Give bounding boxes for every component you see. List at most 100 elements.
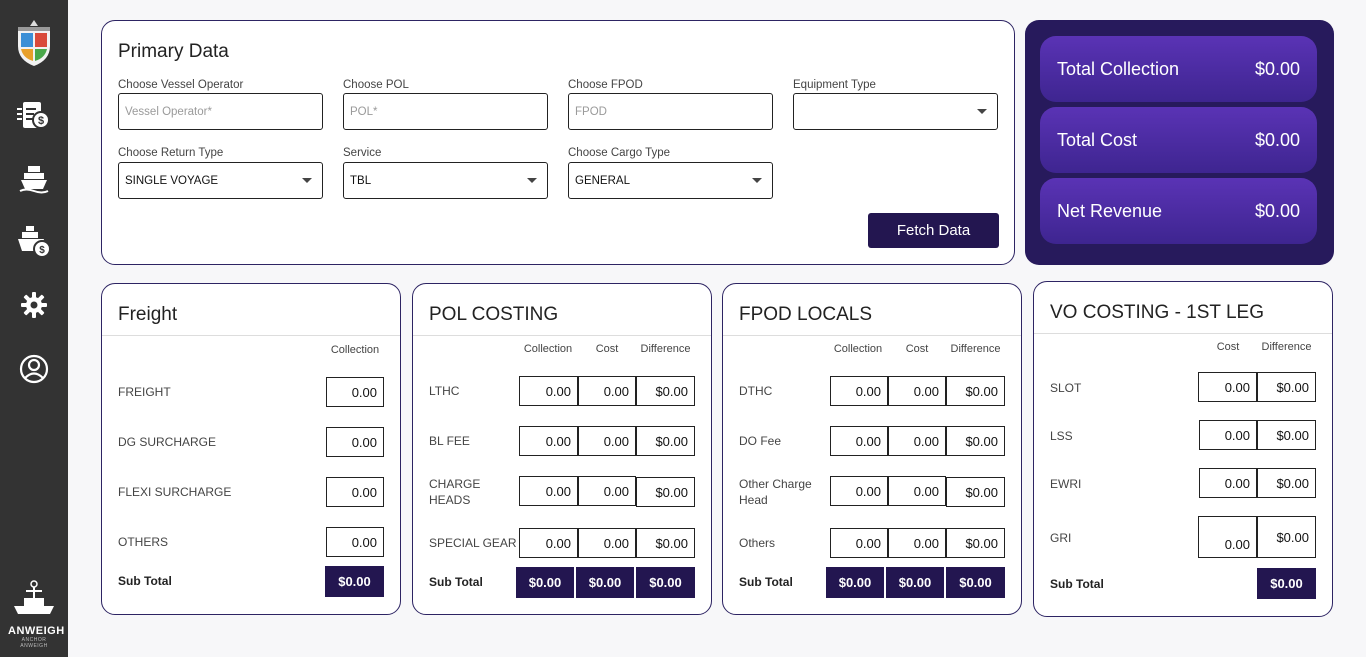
special-gear-difference: $0.00 xyxy=(636,528,695,558)
others-cost-input[interactable]: 0.00 xyxy=(888,528,946,558)
fpod-subtotal-difference: $0.00 xyxy=(946,567,1005,598)
bl-fee-difference: $0.00 xyxy=(636,426,695,456)
row-label-lthc: LTHC xyxy=(429,384,460,398)
fpod-locals-panel: FPOD LOCALS Collection Cost Difference D… xyxy=(722,283,1022,615)
service-value: TBL xyxy=(350,174,372,187)
do-fee-collection-input[interactable]: 0.00 xyxy=(830,426,888,456)
brand-tagline: ANCHOR ANWEIGH xyxy=(20,637,48,649)
row-label-flexi-surcharge: FLEXI SURCHARGE xyxy=(118,485,232,499)
charge-heads-collection-input[interactable]: 0.00 xyxy=(519,476,578,506)
col-header-collection: Collection xyxy=(523,343,573,355)
row-label-charge-heads: CHARGE HEADS xyxy=(429,476,480,508)
dthc-difference: $0.00 xyxy=(946,376,1005,406)
others-collection-input[interactable]: 0.00 xyxy=(326,527,384,557)
chevron-down-icon xyxy=(302,178,312,183)
svg-text:$: $ xyxy=(38,115,44,127)
do-fee-cost-input[interactable]: 0.00 xyxy=(888,426,946,456)
cargo-type-label: Choose Cargo Type xyxy=(568,147,671,159)
ship-icon[interactable] xyxy=(16,160,52,196)
subtotal-label: Sub Total xyxy=(1050,577,1104,591)
lss-cost-input[interactable]: 0.00 xyxy=(1199,420,1257,450)
row-label-other-charge-head: Other Charge Head xyxy=(739,476,812,508)
freight-title: Freight xyxy=(118,304,178,325)
chevron-down-icon xyxy=(752,178,762,183)
row-label-others: OTHERS xyxy=(118,535,169,549)
primary-data-card: Primary Data Choose Vessel Operator Vess… xyxy=(101,20,1015,265)
other-charge-head-collection-input[interactable]: 0.00 xyxy=(830,476,888,506)
sidebar: $ $ xyxy=(0,0,68,657)
label-line: Other Charge xyxy=(739,477,812,491)
fpod-label: Choose FPOD xyxy=(568,79,643,91)
divider xyxy=(1034,333,1332,334)
equipment-type-select[interactable] xyxy=(793,93,998,130)
pol-input[interactable]: POL* xyxy=(343,93,548,130)
dthc-cost-input[interactable]: 0.00 xyxy=(888,376,946,406)
total-cost-label: Total Cost xyxy=(1057,129,1138,150)
net-revenue-label: Net Revenue xyxy=(1057,200,1163,221)
return-type-label: Choose Return Type xyxy=(118,147,224,159)
bl-fee-cost-input[interactable]: 0.00 xyxy=(578,426,636,456)
lss-difference: $0.00 xyxy=(1257,420,1316,450)
lthc-collection-input[interactable]: 0.00 xyxy=(519,376,578,406)
vo-subtotal-difference: $0.00 xyxy=(1257,568,1316,599)
pol-label: Choose POL xyxy=(343,79,409,91)
brand-name: ANWEIGH xyxy=(8,625,65,637)
service-label: Service xyxy=(343,147,382,159)
bl-fee-collection-input[interactable]: 0.00 xyxy=(519,426,578,456)
special-gear-cost-input[interactable]: 0.00 xyxy=(578,528,636,558)
vessel-operator-input[interactable]: Vessel Operator* xyxy=(118,93,323,130)
primary-data-title: Primary Data xyxy=(118,41,229,62)
dg-surcharge-collection-input[interactable]: 0.00 xyxy=(326,427,384,457)
vo-costing-title: VO COSTING - 1ST LEG xyxy=(1050,302,1264,323)
row-label-others: Others xyxy=(739,536,776,550)
col-header-difference: Difference xyxy=(640,343,691,355)
row-label-dg-surcharge: DG SURCHARGE xyxy=(118,435,217,449)
divider xyxy=(413,335,711,336)
invoice-dollar-icon[interactable]: $ xyxy=(16,98,52,134)
slot-cost-input[interactable]: 0.00 xyxy=(1198,372,1257,402)
total-collection-box: Total Collection $0.00 xyxy=(1040,36,1317,102)
subtotal-label: Sub Total xyxy=(739,575,793,589)
flexi-surcharge-collection-input[interactable]: 0.00 xyxy=(326,477,384,507)
other-charge-head-cost-input[interactable]: 0.00 xyxy=(888,476,946,506)
fetch-data-button[interactable]: Fetch Data xyxy=(868,213,999,248)
gear-icon[interactable] xyxy=(16,287,52,323)
fpod-subtotal-collection: $0.00 xyxy=(826,567,884,598)
do-fee-difference: $0.00 xyxy=(946,426,1005,456)
pol-costing-panel: POL COSTING Collection Cost Difference L… xyxy=(412,283,712,615)
charge-heads-cost-input[interactable]: 0.00 xyxy=(578,476,636,506)
freight-panel: Freight Collection FREIGHT 0.00 DG SURCH… xyxy=(101,283,401,615)
user-circle-icon[interactable] xyxy=(16,351,52,387)
row-label-gri: GRI xyxy=(1050,531,1072,545)
subtotal-label: Sub Total xyxy=(118,574,172,588)
service-select[interactable]: TBL xyxy=(343,162,548,199)
cargo-type-select[interactable]: GENERAL xyxy=(568,162,773,199)
gri-cost-input[interactable]: 0.00 xyxy=(1198,516,1257,558)
row-label-lss: LSS xyxy=(1050,429,1073,443)
anchor-ship-icon xyxy=(14,580,54,614)
col-header-cost: Cost xyxy=(595,343,619,355)
fpod-input[interactable]: FPOD xyxy=(568,93,773,130)
row-label-slot: SLOT xyxy=(1050,381,1082,395)
special-gear-collection-input[interactable]: 0.00 xyxy=(519,528,578,558)
row-label-do-fee: DO Fee xyxy=(739,434,782,448)
cargo-ship-dollar-icon[interactable]: $ xyxy=(16,223,52,259)
pol-subtotal-difference: $0.00 xyxy=(636,567,695,598)
row-label-dthc: DTHC xyxy=(739,384,773,398)
cargo-type-value: GENERAL xyxy=(575,174,630,187)
net-revenue-box: Net Revenue $0.00 xyxy=(1040,178,1317,244)
label-line: Head xyxy=(739,493,768,507)
total-collection-label: Total Collection xyxy=(1057,58,1180,79)
ewri-cost-input[interactable]: 0.00 xyxy=(1199,468,1257,498)
dthc-collection-input[interactable]: 0.00 xyxy=(830,376,888,406)
vo-costing-panel: VO COSTING - 1ST LEG Cost Difference SLO… xyxy=(1033,281,1333,617)
pol-subtotal-cost: $0.00 xyxy=(576,567,634,598)
vessel-operator-label: Choose Vessel Operator xyxy=(118,79,244,91)
svg-text:$: $ xyxy=(39,245,45,256)
others-collection-input[interactable]: 0.00 xyxy=(830,528,888,558)
equipment-type-label: Equipment Type xyxy=(793,79,876,91)
lthc-cost-input[interactable]: 0.00 xyxy=(578,376,636,406)
freight-collection-input[interactable]: 0.00 xyxy=(326,377,384,407)
return-type-select[interactable]: SINGLE VOYAGE xyxy=(118,162,323,199)
crest-logo-icon[interactable] xyxy=(14,18,54,68)
